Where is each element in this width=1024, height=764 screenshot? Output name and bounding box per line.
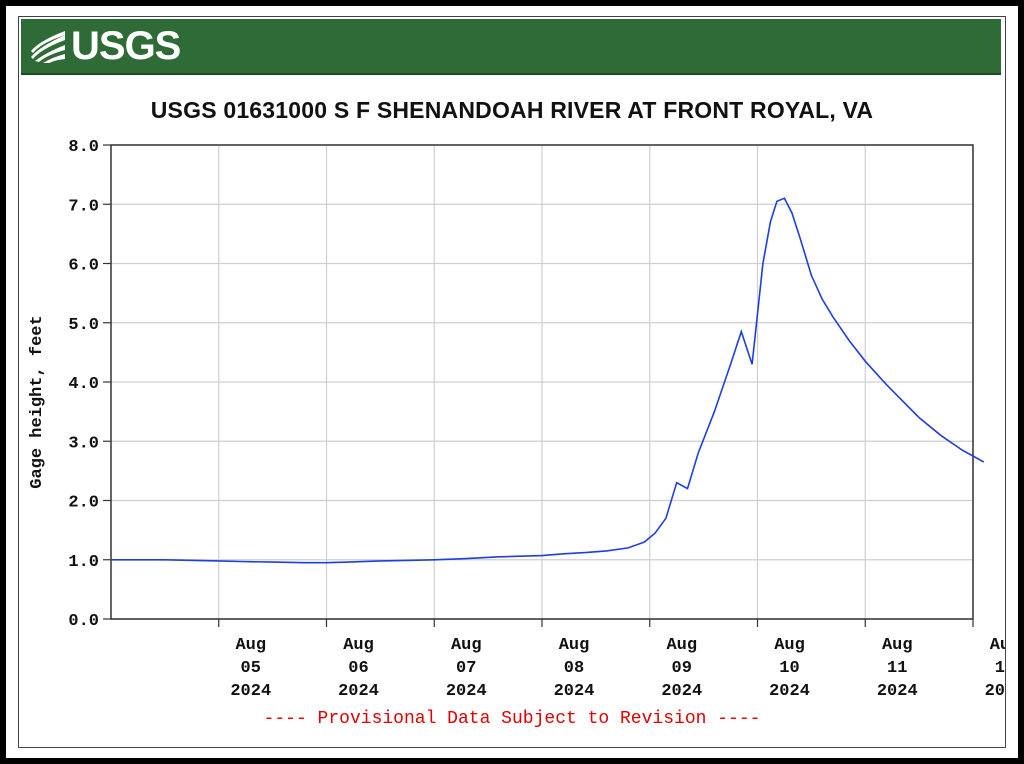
provisional-data-notice: ---- Provisional Data Subject to Revisio… [263,709,761,729]
x-tick-label: Aug 11 2024 [877,636,918,701]
x-tick-label: Aug122024 [985,636,1005,701]
y-tick-label: 3.0 [68,434,99,453]
x-tick-label: Aug 08 2024 [554,636,595,701]
y-tick-label: 4.0 [68,375,99,394]
usgs-logo-text: USGS [71,24,181,68]
x-tick-label: Aug 06 2024 [338,636,379,701]
x-tick-label: Aug 09 2024 [661,636,702,701]
chart-panel: USGS USGS 01631000 S F SHENANDOAH RIVER … [18,16,1006,748]
usgs-wave-icon [29,29,67,63]
gage-height-series-line [111,197,985,564]
y-tick-label: 0.0 [68,612,99,631]
y-tick-label: 8.0 [68,138,99,157]
x-axis-ticks: Aug 05 2024 Aug 06 2024 Aug 07 2024 Aug 08 2024 Aug 0… [218,619,1005,701]
usgs-logo: USGS [29,24,181,68]
y-tick-label: 1.0 [68,553,99,572]
x-tick-label: Aug 10 2024 [769,636,810,701]
y-tick-label: 5.0 [68,316,99,335]
y-tick-label: 7.0 [68,197,99,216]
y-tick-label: 2.0 [68,494,99,513]
y-axis-ticks: 0.0 1.0 2.0 3.0 4.0 5.0 6.0 7.0 8.0 [68,138,111,631]
x-tick-label: Aug 07 2024 [446,636,487,701]
chart-title: USGS 01631000 S F SHENANDOAH RIVER AT FR… [150,97,874,123]
x-tick-label: Aug 05 2024 [230,636,271,701]
gage-height-chart: 0.01.02.03.04.05.06.07.08.0 Aug 05 2024Aug… [28,138,1005,701]
y-axis-label: Gage height, feet [28,315,47,488]
chart-frame: USGS USGS 01631000 S F SHENANDOAH RIVER … [6,6,1018,758]
grid-lines [111,144,974,620]
y-tick-label: 6.0 [68,257,99,276]
usgs-banner: USGS [21,19,1001,75]
